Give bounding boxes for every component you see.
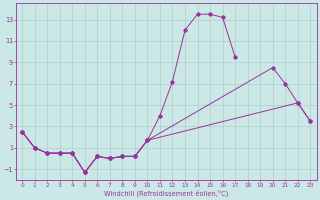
X-axis label: Windchill (Refroidissement éolien,°C): Windchill (Refroidissement éolien,°C) [104, 189, 228, 197]
